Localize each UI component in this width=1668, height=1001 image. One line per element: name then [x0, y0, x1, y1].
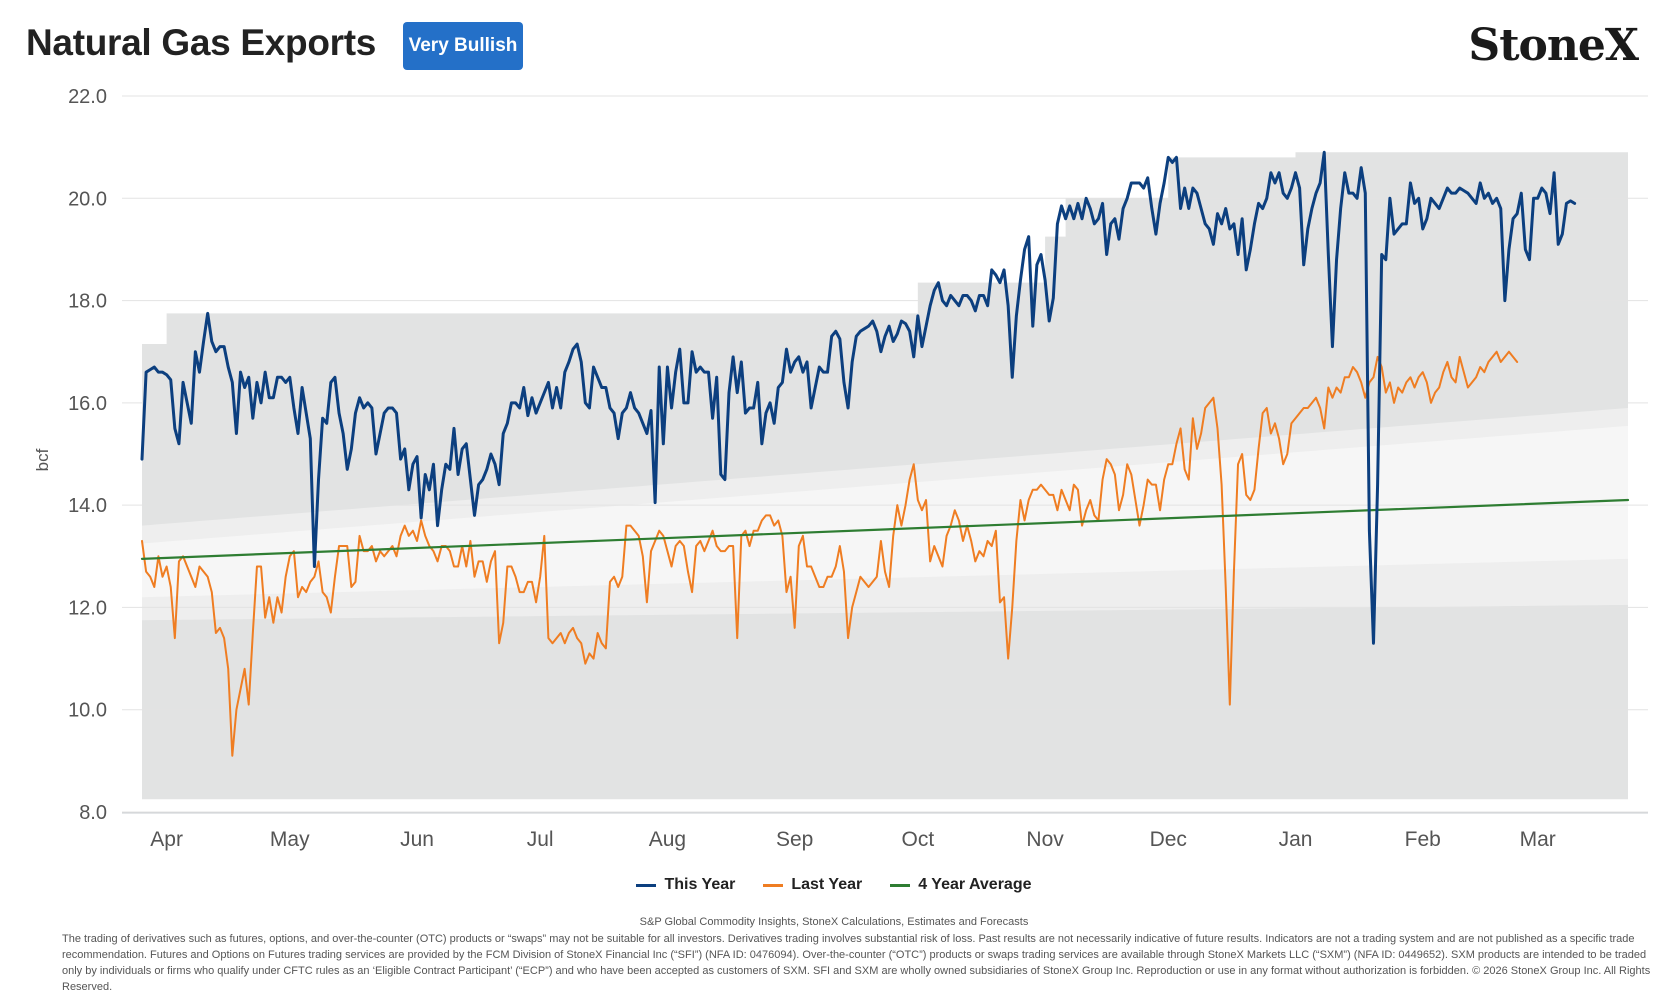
y-tick-label: 16.0	[68, 393, 107, 415]
y-tick-label: 12.0	[68, 597, 107, 619]
y-tick-label: 10.0	[68, 700, 107, 722]
x-tick-label: Jul	[527, 828, 554, 851]
series-line-last-year[interactable]	[141, 350, 1519, 757]
x-tick-label: Jun	[400, 828, 434, 851]
gridlines	[122, 95, 1648, 814]
y-tick-label: 14.0	[68, 495, 107, 517]
x-tick-label: Aug	[649, 828, 686, 851]
source-note: S&P Global Commodity Insights, StoneX Ca…	[639, 916, 1029, 928]
x-tick-label: Oct	[902, 828, 935, 851]
y-tick-label: 20.0	[68, 188, 107, 210]
series-layer	[140, 150, 1630, 757]
y-axis-label: bcf	[33, 448, 52, 471]
outlook-badge: Very Bullish	[403, 22, 523, 70]
range-bands	[142, 152, 1628, 800]
y-tick-label: 22.0	[68, 86, 107, 108]
legend-swatch-last-year	[763, 883, 784, 887]
x-tick-label: May	[270, 828, 310, 851]
legend-item-last-year[interactable]: Last Year	[763, 876, 862, 894]
series-line-this-year[interactable]	[140, 150, 1577, 645]
legend-label-this-year: This Year	[664, 876, 736, 893]
legend-item-this-year[interactable]: This Year	[636, 876, 735, 894]
disclaimer-text: The trading of derivatives such as futur…	[62, 933, 1651, 993]
x-tick-label: Feb	[1405, 828, 1441, 851]
series-line-4-year-average[interactable]	[140, 498, 1630, 560]
legend-item-4-year-average[interactable]: 4 Year Average	[890, 876, 1032, 894]
chart-legend: This Year Last Year 4 Year Average	[0, 876, 1668, 894]
legend-swatch-this-year	[636, 883, 657, 887]
x-tick-label: Sep	[776, 828, 813, 851]
legend-label-last-year: Last Year	[791, 876, 863, 893]
legend-swatch-4-year-average	[890, 883, 911, 887]
y-axis-ticks: 8.0 10.0 12.0 14.0 16.0 18.0 20.0 22.0	[68, 86, 107, 824]
x-tick-label: Dec	[1150, 828, 1187, 851]
legend-label-4-year-average: 4 Year Average	[918, 876, 1032, 893]
x-tick-label: Jan	[1279, 828, 1313, 851]
y-tick-label: 18.0	[68, 291, 107, 313]
y-tick-label: 8.0	[79, 802, 107, 824]
chart-svg: 8.0 10.0 12.0 14.0 16.0 18.0 20.0 22.0 Apr May Ju…	[33, 86, 1648, 851]
chart-title: Natural Gas Exports	[26, 22, 377, 63]
stonex-logo: StoneX	[1468, 20, 1639, 71]
x-tick-label: Mar	[1520, 828, 1556, 851]
x-axis-ticks: Apr May Jun Jul Aug Sep Oct Nov Dec Jan Feb Mar	[150, 828, 1555, 851]
x-tick-label: Nov	[1026, 828, 1064, 851]
x-tick-label: Apr	[150, 828, 183, 851]
